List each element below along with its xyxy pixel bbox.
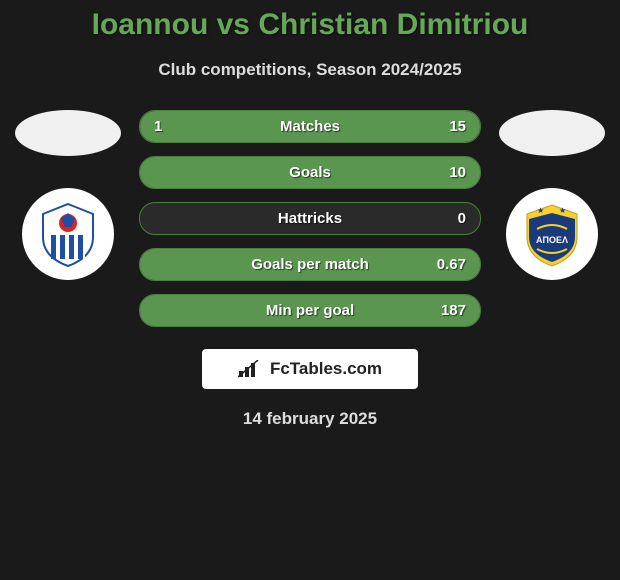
player-left-column	[15, 110, 121, 280]
stat-row: Min per goal 187	[139, 294, 481, 327]
stat-label: Matches	[140, 118, 480, 135]
svg-text:★: ★	[559, 206, 566, 215]
player-right-club-badge: ★ ★ ΑΠΟΕΛ	[506, 188, 598, 280]
stat-label: Hattricks	[140, 210, 480, 227]
stat-right-value: 0.67	[437, 256, 466, 273]
bar-chart-icon	[238, 360, 264, 378]
stat-row: 1 Matches 15	[139, 110, 481, 143]
subtitle: Club competitions, Season 2024/2025	[0, 60, 620, 80]
stat-right-value: 187	[441, 302, 466, 319]
stat-row: Goals per match 0.67	[139, 248, 481, 281]
page-title: Ioannou vs Christian Dimitriou	[0, 0, 620, 42]
comparison-panel: 1 Matches 15 Goals 10 Hattricks 0 Goals …	[0, 110, 620, 327]
footer-brand-text: FcTables.com	[270, 359, 382, 379]
footer-brand-logo[interactable]: FcTables.com	[202, 349, 418, 389]
stat-right-value: 10	[449, 164, 466, 181]
stat-label: Goals	[140, 164, 480, 181]
stats-bars: 1 Matches 15 Goals 10 Hattricks 0 Goals …	[139, 110, 481, 327]
stat-label: Min per goal	[140, 302, 480, 319]
svg-text:★: ★	[537, 206, 544, 215]
player-left-club-badge	[22, 188, 114, 280]
anorthosis-crest-icon	[33, 199, 103, 269]
svg-text:ΑΠΟΕΛ: ΑΠΟΕΛ	[536, 235, 568, 245]
player-right-photo	[499, 110, 605, 156]
player-right-column: ★ ★ ΑΠΟΕΛ	[499, 110, 605, 280]
stat-right-value: 15	[449, 118, 466, 135]
footer-date: 14 february 2025	[0, 409, 620, 429]
apoel-crest-icon: ★ ★ ΑΠΟΕΛ	[517, 199, 587, 269]
player-left-photo	[15, 110, 121, 156]
stat-right-value: 0	[458, 210, 466, 227]
stat-label: Goals per match	[140, 256, 480, 273]
stat-row: Hattricks 0	[139, 202, 481, 235]
stat-row: Goals 10	[139, 156, 481, 189]
